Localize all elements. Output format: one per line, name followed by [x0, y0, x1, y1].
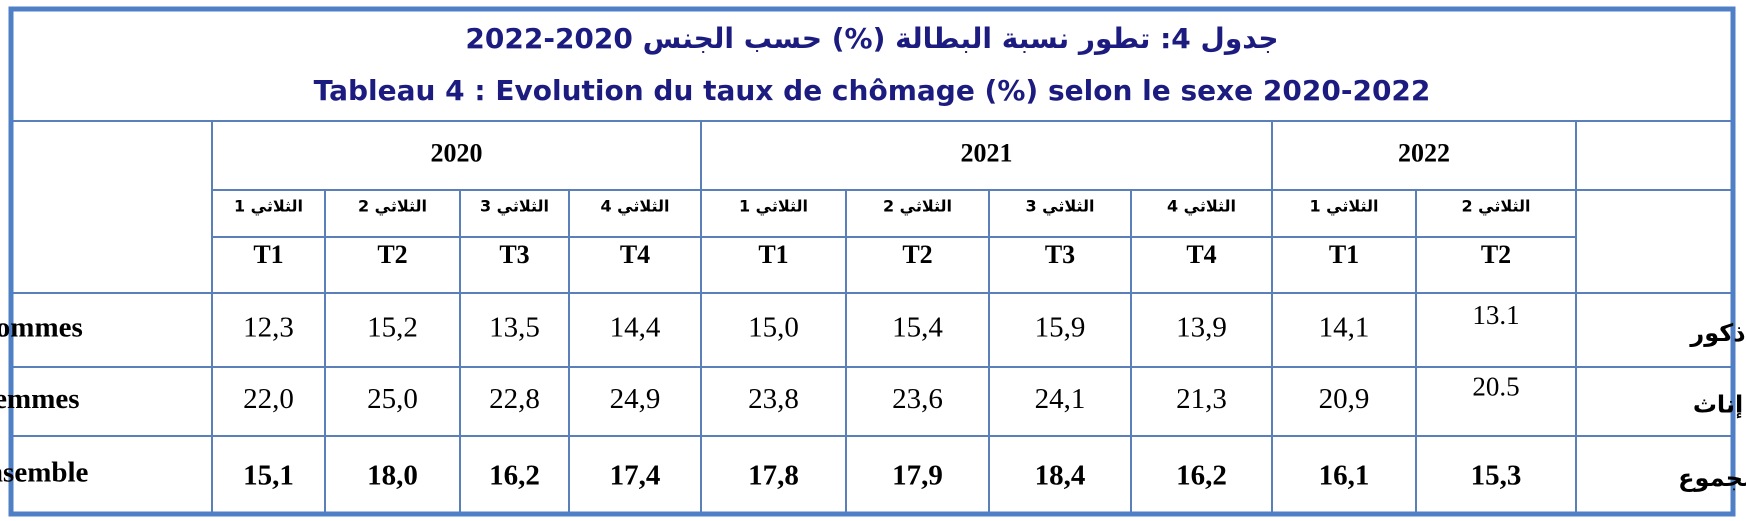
quarter-label: T1 — [253, 240, 283, 269]
quarter-label: T2 — [902, 240, 932, 269]
quarter-label: T3 — [499, 240, 529, 269]
cell-value: 21,3 — [1176, 383, 1227, 415]
cell-value: 16,1 — [1319, 460, 1370, 492]
cell-value: 13,5 — [489, 312, 540, 344]
cell-value: 16,2 — [1176, 460, 1227, 492]
cell-value: 22,0 — [243, 383, 294, 415]
row-label: Femmes — [0, 383, 80, 415]
cell-value: 15,1 — [243, 460, 294, 492]
quarter-label: T1 — [1329, 240, 1359, 269]
cell-value: 17,8 — [748, 460, 799, 492]
quarter-label: T4 — [620, 240, 650, 269]
quarter-arabic: الثلاثي 4 — [1167, 197, 1236, 217]
title-arabic: جدول 4: تطور نسبة البطالة (%) حسب الجنس … — [465, 22, 1278, 55]
quarter-arabic: الثلاثي 3 — [1025, 197, 1094, 217]
quarter-arabic: الثلاثي 1 — [1309, 197, 1378, 217]
cell-value: 15,4 — [892, 312, 943, 344]
title-french: Tableau 4 : Evolution du taux de chômage… — [314, 74, 1431, 107]
quarter-label: T2 — [377, 240, 407, 269]
cell-value: 18,0 — [367, 460, 418, 492]
cell-value: 18,4 — [1035, 460, 1086, 492]
cell-value: 13.1 — [1472, 300, 1519, 330]
cell-value: 14,1 — [1319, 312, 1370, 344]
cell-value: 25,0 — [367, 383, 418, 415]
cell-value: 15,9 — [1035, 312, 1086, 344]
quarter-label: T1 — [758, 240, 788, 269]
cell-value: 17,9 — [892, 460, 943, 492]
cell-value: 15,0 — [748, 312, 799, 344]
quarter-arabic: الثلاثي 2 — [883, 197, 952, 217]
year-header: 2021 — [961, 138, 1013, 167]
cell-value: 15,2 — [367, 312, 418, 344]
cell-value: 24,1 — [1035, 383, 1086, 415]
quarter-arabic: الثلاثي 4 — [600, 197, 669, 217]
row-label: Hommes — [0, 312, 83, 344]
row-label-arabic: إناث — [1693, 391, 1743, 419]
cell-value: 24,9 — [610, 383, 661, 415]
cell-value: 15,3 — [1471, 460, 1522, 492]
cell-value: 22,8 — [489, 383, 540, 415]
cell-value: 20,9 — [1319, 383, 1370, 415]
year-header: 2022 — [1398, 138, 1450, 167]
row-label: Ensemble — [0, 457, 89, 489]
quarter-arabic: الثلاثي 2 — [358, 197, 427, 217]
quarter-arabic: الثلاثي 2 — [1461, 197, 1530, 217]
cell-value: 20.5 — [1472, 372, 1519, 402]
cell-value: 16,2 — [489, 460, 540, 492]
cell-value: 12,3 — [243, 312, 294, 344]
quarter-label: T2 — [1481, 240, 1511, 269]
quarter-label: T4 — [1186, 240, 1216, 269]
quarter-arabic: الثلاثي 3 — [480, 197, 549, 217]
cell-value: 23,6 — [892, 383, 943, 415]
outer-border — [8, 6, 1736, 517]
year-header: 2020 — [431, 138, 483, 167]
cell-value: 23,8 — [748, 383, 799, 415]
quarter-arabic: الثلاثي 1 — [739, 197, 808, 217]
cell-value: 13,9 — [1176, 312, 1227, 344]
cell-value: 14,4 — [610, 312, 661, 344]
row-label-arabic: مجموع — [1678, 464, 1746, 492]
cell-value: 17,4 — [610, 460, 661, 492]
quarter-arabic: الثلاثي 1 — [234, 197, 303, 217]
quarter-label: T3 — [1045, 240, 1075, 269]
row-label-arabic: ذكور — [1689, 319, 1745, 347]
